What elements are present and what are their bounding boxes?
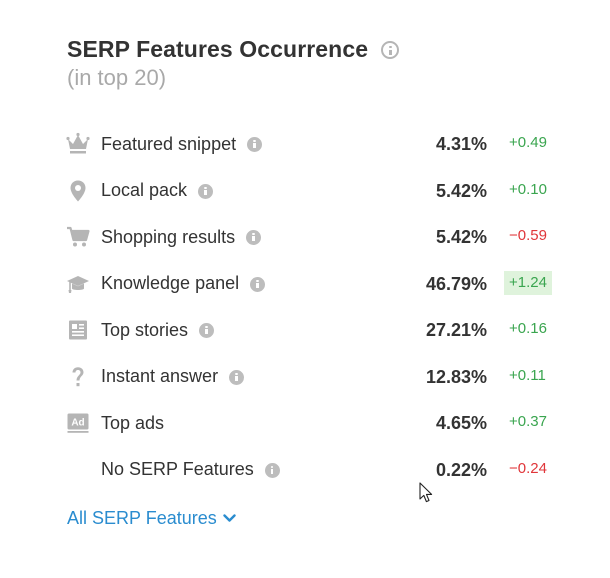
crown-icon	[66, 132, 90, 156]
widget-subtitle: (in top 20)	[67, 65, 167, 90]
svg-text:Ad: Ad	[71, 418, 84, 429]
mouse-cursor-icon	[419, 482, 433, 509]
graduation-cap-icon	[66, 272, 90, 296]
feature-change: +0.37	[509, 413, 547, 430]
feature-label: Knowledge panel	[101, 273, 240, 293]
feature-label: Top ads	[101, 412, 165, 433]
ad-badge-icon: Ad	[66, 411, 90, 435]
list-item: Featured snippet 4.31% +0.49	[66, 120, 566, 167]
info-icon[interactable]	[198, 183, 214, 199]
list-item: Shopping results 5.42% −0.59	[66, 213, 566, 260]
info-icon[interactable]	[264, 462, 280, 478]
list-item: Top stories 27.21% +0.16	[66, 306, 566, 353]
list-item: Instant answer 12.83% +0.11	[66, 353, 566, 400]
feature-label: Featured snippet	[101, 133, 237, 154]
feature-percent: 4.31%	[435, 134, 487, 154]
feature-label: Shopping results	[101, 226, 236, 247]
feature-percent: 27.21%	[425, 320, 487, 340]
all-serp-features-link[interactable]: All SERP Features	[67, 508, 236, 529]
feature-percent: 5.42%	[435, 180, 487, 201]
list-item: Local pack 5.42% +0.10	[66, 167, 566, 214]
widget-header: SERP Features Occurrence (in top 20)	[67, 34, 400, 91]
feature-percent: 0.22%	[435, 459, 487, 480]
list-item: Ad Top ads 4.65% +0.37	[66, 399, 566, 446]
feature-change: −0.24	[509, 459, 547, 477]
chevron-down-icon	[223, 510, 236, 528]
title-row: SERP Features Occurrence	[67, 34, 400, 64]
feature-change: +0.16	[509, 320, 547, 337]
feature-change: +0.49	[509, 134, 547, 151]
feature-change: +0.11	[509, 366, 546, 384]
info-icon[interactable]	[199, 323, 215, 338]
list-item: No SERP Features 0.22% −0.24	[66, 446, 566, 493]
feature-label: Local pack	[101, 180, 188, 200]
info-icon[interactable]	[381, 41, 400, 59]
link-label: All SERP Features	[67, 508, 217, 528]
feature-percent: 5.42%	[435, 227, 487, 247]
shopping-cart-icon	[66, 225, 90, 249]
feature-label: Instant answer	[101, 366, 219, 386]
feature-change: +1.24	[504, 270, 552, 295]
question-mark-icon	[66, 365, 90, 389]
info-icon[interactable]	[246, 230, 262, 245]
info-icon[interactable]	[229, 369, 245, 385]
info-icon[interactable]	[247, 137, 263, 152]
map-pin-icon	[66, 179, 90, 203]
feature-change: −0.59	[509, 227, 547, 244]
feature-label: Top stories	[101, 319, 189, 340]
feature-change: +0.10	[509, 180, 547, 198]
serp-features-list: Featured snippet 4.31% +0.49 Local pack …	[66, 120, 566, 492]
info-icon[interactable]	[250, 276, 266, 292]
feature-label: No SERP Features	[101, 459, 254, 479]
list-item: Knowledge panel 46.79% +1.24	[66, 260, 566, 307]
newspaper-icon	[66, 318, 90, 342]
feature-percent: 4.65%	[435, 413, 487, 433]
feature-percent: 12.83%	[425, 366, 487, 387]
widget-title: SERP Features Occurrence	[67, 35, 369, 62]
feature-percent: 46.79%	[425, 273, 487, 294]
